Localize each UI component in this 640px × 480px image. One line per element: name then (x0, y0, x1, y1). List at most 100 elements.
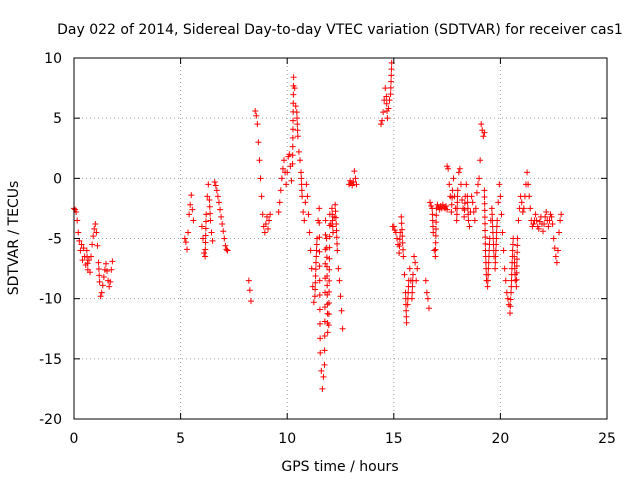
data-point (321, 332, 328, 339)
data-point (511, 259, 518, 266)
data-point (317, 349, 324, 356)
data-point (313, 253, 320, 260)
data-point (317, 320, 324, 327)
data-point (220, 228, 227, 235)
data-point (400, 246, 407, 253)
data-point (96, 272, 103, 279)
data-point (432, 253, 439, 260)
data-point (432, 232, 439, 239)
data-point (185, 229, 192, 236)
data-point (202, 239, 209, 246)
data-point (214, 193, 221, 200)
y-tick-label: -15 (39, 352, 62, 368)
data-point (481, 207, 488, 214)
data-point (328, 205, 335, 212)
x-tick-label: 5 (176, 431, 185, 447)
data-point (403, 307, 410, 314)
data-point (549, 221, 556, 228)
data-point (267, 211, 274, 218)
data-point (290, 117, 297, 124)
data-point (223, 246, 230, 253)
data-point (298, 187, 305, 194)
data-point (489, 211, 496, 218)
data-point (86, 269, 93, 276)
y-tick-label: -10 (39, 292, 62, 308)
data-point (322, 217, 329, 224)
data-point (316, 219, 323, 226)
data-point (316, 306, 323, 313)
data-point (379, 117, 386, 124)
data-point (256, 157, 263, 164)
data-point (290, 74, 297, 81)
data-point (88, 253, 95, 260)
data-point (457, 181, 464, 188)
data-point (481, 129, 488, 136)
data-point (492, 259, 499, 266)
data-point (307, 247, 314, 254)
y-axis-label: SDTVAR / TECUs (6, 181, 22, 296)
data-point (553, 259, 560, 266)
data-point (558, 211, 565, 218)
data-point (408, 295, 415, 302)
data-point (493, 229, 500, 236)
data-point (245, 277, 252, 284)
data-point (471, 217, 478, 224)
data-point (326, 277, 333, 284)
data-point (480, 133, 487, 140)
data-point (390, 223, 397, 230)
data-point (508, 283, 515, 290)
data-point (445, 165, 452, 172)
data-point (198, 223, 205, 230)
data-point (326, 255, 333, 262)
data-point (492, 265, 499, 272)
data-point (247, 298, 254, 305)
data-point (530, 221, 537, 228)
data-point (201, 249, 208, 256)
data-point (461, 207, 468, 214)
data-point (283, 181, 290, 188)
data-point (219, 221, 226, 228)
data-point (527, 205, 534, 212)
data-point (77, 247, 84, 254)
data-point (432, 239, 439, 246)
data-point (514, 235, 521, 242)
data-point (85, 257, 92, 264)
data-point (388, 66, 395, 73)
data-point (98, 289, 105, 296)
data-point (546, 217, 553, 224)
y-tick-label: -5 (48, 232, 62, 248)
data-point (513, 269, 520, 276)
data-point (429, 223, 436, 230)
data-point (485, 253, 492, 260)
data-point (308, 265, 315, 272)
data-point (259, 211, 266, 218)
data-point (380, 109, 387, 116)
data-point (316, 248, 323, 255)
data-point (96, 278, 103, 285)
grid (74, 58, 607, 419)
data-point (265, 225, 272, 232)
data-point (468, 193, 475, 200)
data-point (332, 208, 339, 215)
data-point (289, 143, 296, 150)
data-point (313, 241, 320, 248)
data-point (501, 265, 508, 272)
data-point (221, 235, 228, 242)
data-point (304, 193, 311, 200)
data-point (398, 220, 405, 227)
data-point (477, 157, 484, 164)
data-point (332, 214, 339, 221)
data-point (481, 214, 488, 221)
data-point (399, 233, 406, 240)
data-point (398, 226, 405, 233)
data-point (322, 231, 329, 238)
data-point (95, 265, 102, 272)
data-point (281, 157, 288, 164)
data-point (208, 229, 215, 236)
x-tick-label: 20 (491, 431, 509, 447)
data-point (261, 229, 268, 236)
data-point (332, 201, 339, 208)
data-point (509, 241, 516, 248)
data-point (202, 246, 209, 253)
